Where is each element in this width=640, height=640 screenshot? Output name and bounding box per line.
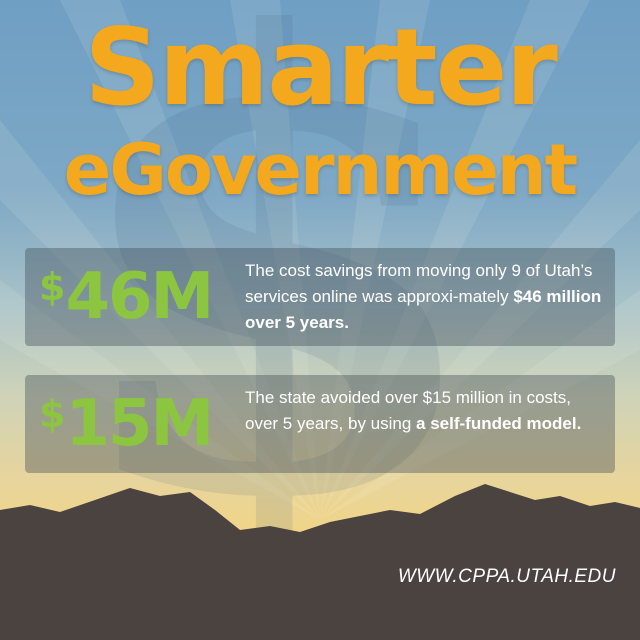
stat-description-highlight: $46 million over 5 years. <box>245 287 602 332</box>
title-line-2: eGovernment <box>63 129 578 211</box>
dollar-symbol: $ <box>39 265 66 309</box>
footer-url[interactable]: WWW.CPPA.UTAH.EDU <box>397 566 616 587</box>
stat-description: The cost savings from moving only 9 of U… <box>245 258 605 336</box>
stat-panel-avoided-costs: $ 15M The state avoided over $15 million… <box>25 375 615 473</box>
stat-description-highlight: a self-funded model. <box>416 414 582 433</box>
stat-amount: 15M <box>65 387 214 461</box>
stat-amount: 46M <box>65 260 214 334</box>
title-line-1: Smarter <box>84 6 557 129</box>
stat-value-46m: $ 46M <box>39 254 249 340</box>
stat-description-text: The state avoided over $15 million in co… <box>245 388 572 433</box>
stat-panel-savings: $ 46M The cost savings from moving only … <box>25 248 615 346</box>
stat-value-15m: $ 15M <box>39 381 249 467</box>
dollar-sign-watermark: $ <box>60 0 492 634</box>
stat-description: The state avoided over $15 million in co… <box>245 385 605 437</box>
mountain-silhouette <box>0 484 640 640</box>
stat-description-text: The cost savings from moving only 9 of U… <box>245 261 593 306</box>
dollar-symbol: $ <box>39 392 66 436</box>
